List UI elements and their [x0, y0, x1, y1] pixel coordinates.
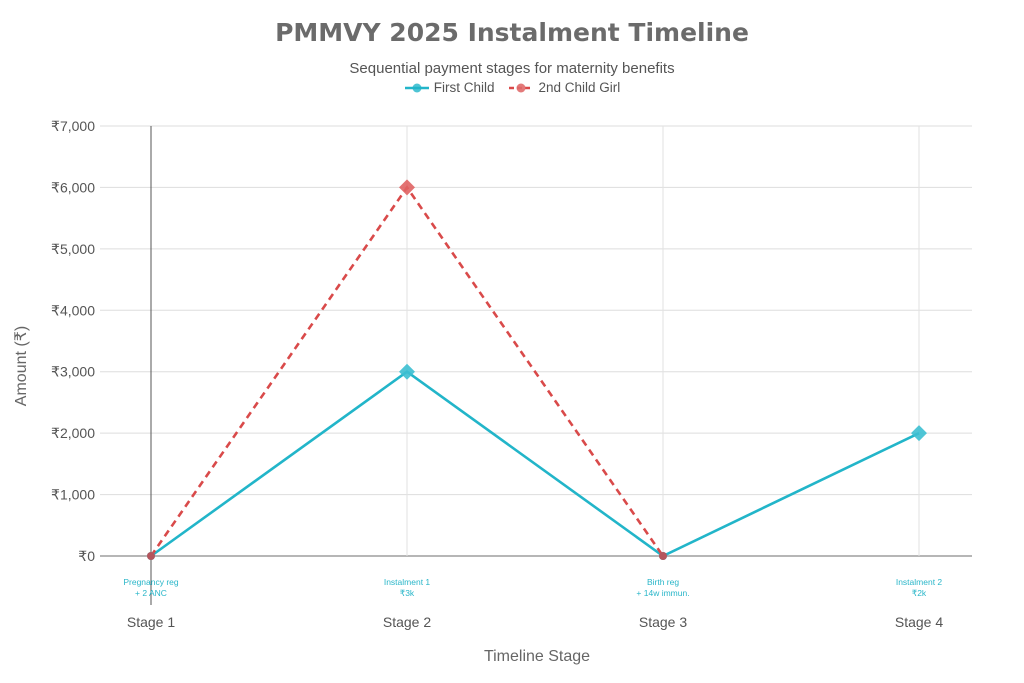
data-point-2nd-child-girl [659, 552, 667, 560]
stage-annotation-line1: Birth reg [647, 577, 679, 587]
stage-annotation-line2: + 14w immun. [636, 588, 689, 598]
series-line-first-child [150, 370, 920, 558]
legend-marker-first-child [404, 83, 429, 92]
stage-annotation-line1: Instalment 2 [896, 577, 943, 587]
y-tick-label: ₹6,000 [51, 179, 95, 195]
legend-item-2nd-child-girl[interactable]: 2nd Child Girl [508, 80, 620, 95]
chart-title: PMMVY 2025 Instalment Timeline [275, 18, 749, 47]
y-tick-label: ₹1,000 [51, 487, 95, 503]
data-point-2nd-child-girl [399, 179, 415, 196]
legend-label-first-child: First Child [433, 80, 495, 95]
y-tick-label: ₹2,000 [51, 425, 95, 441]
data-point-2nd-child-girl [147, 552, 155, 560]
chart-subtitle: Sequential payment stages for maternity … [349, 60, 675, 77]
legend-marker-2nd-child-girl [509, 83, 534, 92]
x-tick-label: Stage 2 [383, 614, 431, 630]
y-tick-label: ₹0 [78, 548, 95, 564]
data-point-first-child [911, 425, 927, 442]
y-tick-label: ₹4,000 [51, 302, 95, 318]
legend[interactable]: First Child 2nd Child Girl [0, 80, 1024, 95]
y-tick-label: ₹3,000 [51, 364, 95, 380]
y-tick-label: ₹5,000 [51, 241, 95, 257]
legend-item-first-child[interactable]: First Child [404, 80, 495, 95]
y-tick-label: ₹7,000 [51, 118, 95, 134]
stage-annotation-line1: Instalment 1 [384, 577, 431, 587]
stage-annotation-line1: Pregnancy reg [123, 577, 179, 587]
x-tick-label: Stage 4 [895, 614, 943, 630]
x-tick-label: Stage 3 [639, 614, 687, 630]
stage-annotation-line2: ₹3k [400, 588, 415, 598]
y-axis-title: Amount (₹) [13, 326, 30, 406]
data-point-first-child [399, 363, 415, 380]
x-tick-label: Stage 1 [127, 614, 175, 630]
stage-annotation-line2: + 2 ANC [135, 588, 167, 598]
stage-annotation-line2: ₹2k [912, 588, 927, 598]
legend-label-2nd-child-girl: 2nd Child Girl [538, 80, 621, 95]
x-axis-title: Timeline Stage [484, 648, 590, 665]
